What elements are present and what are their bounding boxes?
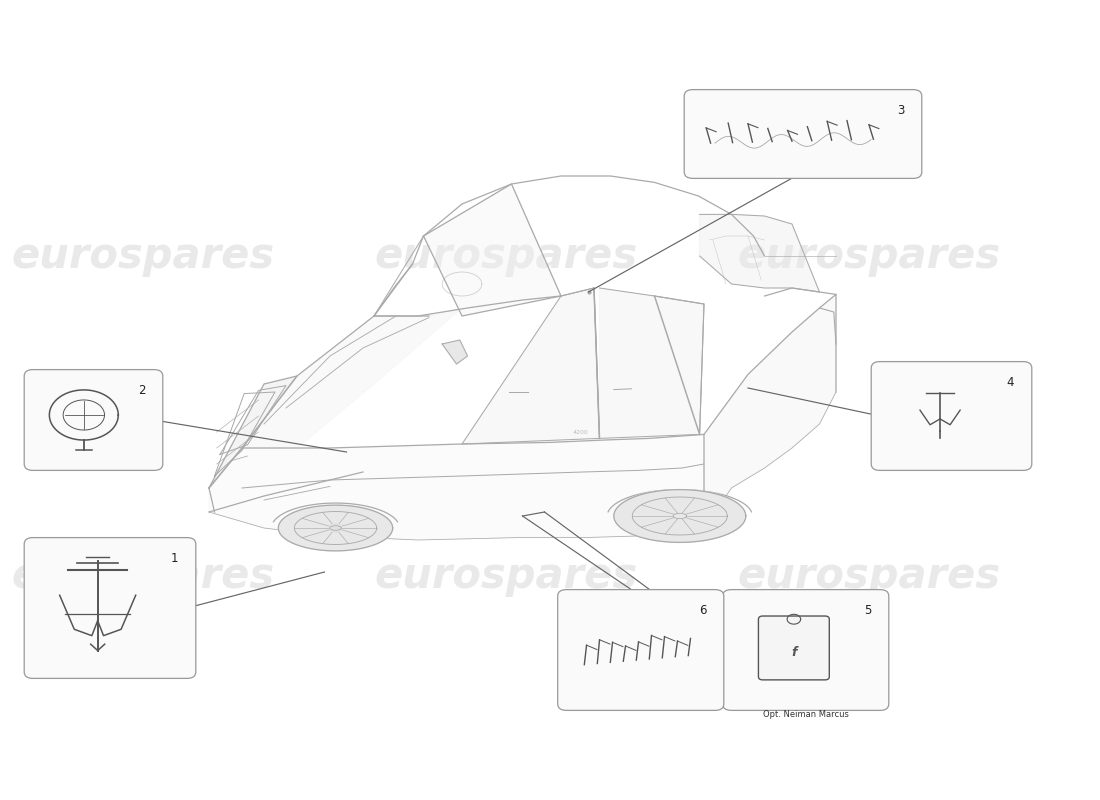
FancyBboxPatch shape (24, 370, 163, 470)
Text: eurospares: eurospares (737, 555, 1001, 597)
FancyBboxPatch shape (758, 616, 829, 680)
Text: Opt. Neiman Marcus: Opt. Neiman Marcus (762, 710, 849, 719)
FancyBboxPatch shape (723, 590, 889, 710)
Polygon shape (462, 288, 600, 444)
FancyBboxPatch shape (558, 590, 724, 710)
FancyBboxPatch shape (871, 362, 1032, 470)
Text: eurospares: eurospares (374, 235, 638, 277)
Polygon shape (242, 308, 462, 448)
Text: eurospares: eurospares (374, 555, 638, 597)
Text: 1: 1 (170, 552, 178, 565)
Polygon shape (600, 288, 704, 438)
Text: eurospares: eurospares (11, 235, 275, 277)
Polygon shape (209, 434, 704, 540)
Polygon shape (614, 490, 746, 542)
Polygon shape (278, 505, 393, 551)
Text: 5: 5 (864, 604, 871, 617)
Text: f: f (791, 646, 796, 658)
Text: 4200: 4200 (573, 430, 588, 434)
Text: 3: 3 (896, 104, 904, 117)
FancyBboxPatch shape (684, 90, 922, 178)
Text: eurospares: eurospares (737, 235, 1001, 277)
Text: 4: 4 (1006, 376, 1014, 389)
Text: eurospares: eurospares (11, 555, 275, 597)
Polygon shape (704, 294, 836, 528)
Polygon shape (700, 214, 820, 292)
Text: 2: 2 (138, 384, 145, 397)
Circle shape (330, 524, 341, 532)
FancyBboxPatch shape (24, 538, 196, 678)
Text: 6: 6 (698, 604, 706, 617)
Polygon shape (424, 184, 561, 316)
Polygon shape (209, 376, 297, 488)
Polygon shape (442, 340, 468, 364)
